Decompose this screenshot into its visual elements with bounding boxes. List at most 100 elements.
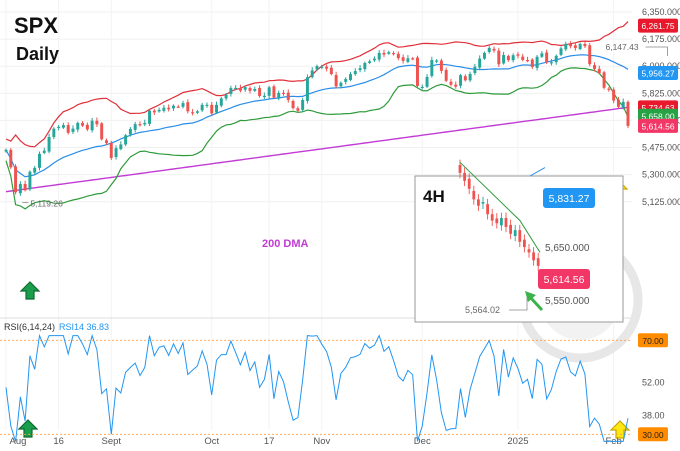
candle-body	[578, 43, 582, 50]
candle-body	[506, 55, 510, 61]
candle-body	[186, 102, 190, 112]
x-tick-label: Oct	[204, 436, 219, 447]
x-tick-label: Dec	[414, 436, 431, 447]
y-tick-label: 5,825.000	[642, 88, 680, 98]
candle-body	[459, 75, 463, 86]
candle-body	[516, 54, 520, 56]
buy-signal-arrow-icon	[19, 281, 41, 300]
candle-body	[358, 68, 362, 71]
inset-tick-label: 5,650.000	[545, 243, 590, 254]
candle-body	[310, 70, 314, 78]
candle-body	[14, 166, 18, 193]
candle-body	[545, 52, 549, 63]
candle-body	[492, 48, 496, 51]
inset-candle-body	[504, 217, 508, 227]
candle-body	[71, 128, 75, 132]
low-price-label: 5,119.26	[30, 199, 63, 209]
candle-body	[377, 52, 381, 60]
candle-body	[368, 61, 372, 63]
rsi-legend-value: RSI14 36.83	[59, 322, 109, 332]
x-tick-label: Aug	[10, 436, 27, 447]
candle-body	[372, 58, 376, 61]
candle-body	[353, 71, 357, 75]
rsi-level-label: 30.00	[642, 430, 664, 440]
candle-body	[540, 53, 544, 57]
candle-body	[511, 55, 515, 61]
candle-body	[109, 143, 113, 158]
inset-candle-body	[518, 230, 522, 242]
candle-body	[468, 73, 472, 81]
candle-body	[229, 88, 233, 94]
candle-body	[339, 82, 343, 87]
candle-body	[258, 88, 262, 96]
inset-mid-band	[529, 167, 546, 177]
y-tick-label: 5,300.000	[642, 170, 680, 180]
candle-body	[157, 109, 161, 112]
candle-body	[554, 55, 558, 63]
inset-candle-body	[458, 164, 462, 173]
x-tick-label: 2025	[507, 436, 528, 447]
candle-body	[28, 171, 32, 190]
candle-body	[573, 45, 577, 49]
candle-body	[238, 87, 242, 91]
candle-body	[277, 92, 281, 99]
candle-body	[267, 87, 271, 96]
candle-body	[291, 100, 295, 109]
inset-badge-red	[538, 269, 590, 289]
candle-body	[171, 105, 175, 109]
dma-label: 200 DMA	[262, 238, 309, 250]
rsi-reversal-arrow-icon	[609, 420, 631, 439]
candle-body	[530, 59, 534, 67]
candle-body	[301, 99, 305, 110]
inset-candle-body	[467, 178, 471, 189]
candle-body	[415, 57, 419, 87]
candle-body	[607, 88, 611, 90]
inset-low-label: 5,564.02	[465, 305, 500, 315]
candle-body	[473, 66, 477, 74]
candle-body	[133, 124, 137, 130]
price-badge-label: 5,614.56	[641, 121, 674, 131]
price-badge-label: 5,658.00	[641, 111, 674, 121]
candle-body	[482, 52, 486, 59]
candle-body	[191, 112, 195, 114]
chart-subtitle: Daily	[16, 44, 59, 64]
candle-body	[349, 74, 352, 81]
inset-badge-blue	[543, 188, 595, 208]
x-tick-label: 16	[53, 436, 64, 447]
inset-candle-body	[532, 252, 535, 261]
inset-candle-body	[463, 172, 466, 181]
inset-candle-body	[523, 239, 526, 248]
candle-body	[176, 106, 180, 108]
inset-candle-body	[527, 249, 531, 253]
candle-body	[286, 92, 290, 100]
candle-body	[449, 81, 453, 85]
candle-body	[138, 124, 142, 126]
high-price-label: 6,147.43	[605, 42, 638, 52]
candle-body	[152, 110, 156, 113]
inset-candle-body	[509, 224, 512, 234]
rsi-level-badge	[638, 427, 668, 442]
price-badge-label: 5,956.27	[641, 68, 674, 78]
candle-body	[406, 58, 410, 62]
candle-body	[167, 107, 171, 110]
candle-body	[42, 150, 46, 153]
candle-body	[435, 60, 439, 62]
candle-body	[329, 67, 333, 75]
candle-body	[262, 95, 266, 98]
candle-body	[215, 104, 219, 113]
inset-badge-blue-label: 5,831.27	[549, 193, 590, 205]
candle-body	[205, 104, 209, 106]
candle-body	[526, 60, 530, 62]
price-badge	[638, 18, 678, 33]
candle-body	[411, 58, 415, 60]
candle-body	[401, 57, 405, 61]
x-tick-label: Sept	[101, 436, 121, 447]
candle-body	[81, 122, 85, 126]
candle-body	[66, 125, 70, 133]
candle-body	[444, 69, 448, 81]
candle-body	[57, 126, 61, 128]
candle-body	[559, 48, 563, 55]
candle-body	[593, 65, 596, 69]
candle-body	[124, 135, 128, 145]
inset-candle-body	[495, 218, 499, 224]
